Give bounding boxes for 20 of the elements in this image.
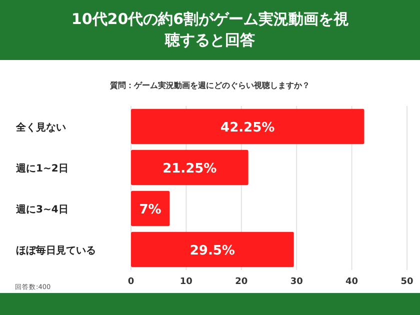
bar: [131, 190, 170, 226]
y-tick-label: 週に3~4日: [15, 204, 68, 216]
bar: [131, 150, 248, 186]
data-label: 42.25%: [220, 120, 275, 136]
y-tick-label: 全く見ない: [15, 122, 66, 134]
chart-subtitle: 質問：ゲーム実況動画を週にどのぐらい視聴しますか？: [109, 80, 310, 90]
x-tick-label: 30: [290, 277, 303, 287]
bar: [131, 232, 294, 268]
data-label: 7%: [139, 202, 162, 218]
x-tick-label: 0: [128, 277, 134, 287]
x-tick-label: 20: [235, 277, 248, 287]
y-tick-label: 週に1~2日: [15, 162, 68, 174]
x-tick-label: 40: [346, 277, 358, 287]
chart-title: 10代20代の約6割がゲーム実況動画を視聴すると回答: [71, 10, 350, 49]
x-tick-label: 50: [400, 277, 414, 287]
data-label: 21.25%: [162, 162, 217, 176]
y-tick-label: ほぼ毎日見ている: [16, 244, 96, 256]
bar: [131, 108, 364, 144]
data-label: 29.5%: [190, 244, 235, 258]
x-tick-label: 10: [180, 277, 192, 287]
